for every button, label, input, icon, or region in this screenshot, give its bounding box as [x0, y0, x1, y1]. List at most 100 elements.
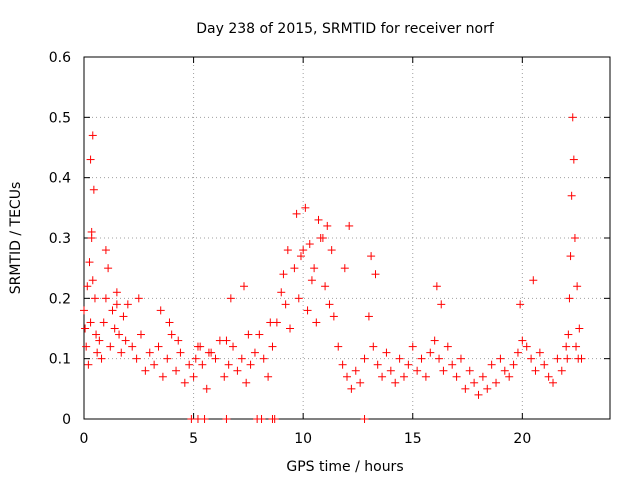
- data-point: [115, 330, 124, 339]
- y-tick-label: 0.5: [49, 110, 71, 126]
- data-point: [85, 258, 94, 267]
- data-point: [340, 264, 349, 273]
- data-point: [430, 336, 439, 345]
- data-point: [527, 354, 536, 363]
- y-tick-label: 0.2: [49, 291, 71, 307]
- data-point: [565, 294, 574, 303]
- data-point: [371, 270, 380, 279]
- data-point: [101, 294, 110, 303]
- data-point: [378, 372, 387, 381]
- data-point: [417, 354, 426, 363]
- data-point: [404, 360, 413, 369]
- data-point: [108, 306, 117, 315]
- data-point: [478, 372, 487, 381]
- data-point: [242, 378, 251, 387]
- data-point: [132, 354, 141, 363]
- data-point: [435, 354, 444, 363]
- data-point: [154, 342, 163, 351]
- data-point: [180, 378, 189, 387]
- data-point: [505, 372, 514, 381]
- data-point: [299, 246, 308, 255]
- data-point: [566, 252, 575, 261]
- data-point: [360, 354, 369, 363]
- data-point: [224, 360, 233, 369]
- data-point: [95, 336, 104, 345]
- data-point: [220, 372, 229, 381]
- data-point: [89, 185, 98, 194]
- data-point: [88, 276, 97, 285]
- data-point: [456, 354, 465, 363]
- data-point: [101, 246, 110, 255]
- data-point: [321, 282, 330, 291]
- data-point: [81, 324, 90, 333]
- data-point: [93, 348, 102, 357]
- data-point: [112, 300, 121, 309]
- data-point: [87, 227, 96, 236]
- data-point: [437, 300, 446, 309]
- data-point: [290, 264, 299, 273]
- data-point: [399, 372, 408, 381]
- data-point: [334, 342, 343, 351]
- data-point: [84, 360, 93, 369]
- data-point: [165, 318, 174, 327]
- data-point: [229, 342, 238, 351]
- data-point: [369, 342, 378, 351]
- data-point: [174, 336, 183, 345]
- data-point: [513, 348, 522, 357]
- data-point: [373, 360, 382, 369]
- data-point: [172, 366, 181, 375]
- data-point: [413, 366, 422, 375]
- data-point: [233, 366, 242, 375]
- data-point: [141, 366, 150, 375]
- data-point: [572, 342, 581, 351]
- data-point: [343, 372, 351, 381]
- data-point: [573, 282, 582, 291]
- data-point: [99, 318, 108, 327]
- data-point: [156, 306, 165, 315]
- data-point: [123, 300, 132, 309]
- data-point: [307, 276, 316, 285]
- data-point: [110, 324, 119, 333]
- data-point: [351, 366, 360, 375]
- data-point: [104, 264, 113, 273]
- data-point: [544, 372, 553, 381]
- data-point: [323, 221, 332, 230]
- data-point: [386, 366, 395, 375]
- data-point: [200, 415, 209, 423]
- data-point: [312, 318, 321, 327]
- data-point: [97, 354, 106, 363]
- data-point: [492, 378, 501, 387]
- y-tick-label: 0.4: [49, 171, 71, 187]
- data-point: [136, 330, 145, 339]
- data-point: [283, 246, 292, 255]
- data-point: [244, 330, 253, 339]
- data-point: [257, 415, 266, 423]
- data-point: [421, 372, 430, 381]
- data-point: [121, 336, 130, 345]
- data-point: [310, 264, 319, 273]
- data-point: [239, 282, 248, 291]
- data-point: [86, 318, 95, 327]
- data-point: [318, 234, 327, 242]
- data-point: [92, 330, 101, 339]
- data-point: [345, 221, 354, 230]
- data-point: [314, 215, 323, 224]
- data-point: [338, 360, 347, 369]
- data-point: [569, 155, 578, 164]
- data-point: [367, 252, 376, 261]
- data-point: [90, 294, 99, 303]
- data-point: [452, 372, 461, 381]
- data-point: [270, 415, 279, 423]
- data-point: [470, 378, 479, 387]
- data-points: [80, 113, 586, 423]
- data-point: [570, 234, 579, 242]
- data-point: [191, 354, 200, 363]
- data-point: [117, 348, 126, 357]
- data-point: [301, 203, 310, 212]
- y-tick-label: 0.6: [49, 50, 71, 66]
- data-point: [237, 354, 246, 363]
- data-point: [119, 312, 128, 321]
- data-point: [553, 354, 562, 363]
- data-point: [226, 294, 235, 303]
- data-point: [167, 330, 176, 339]
